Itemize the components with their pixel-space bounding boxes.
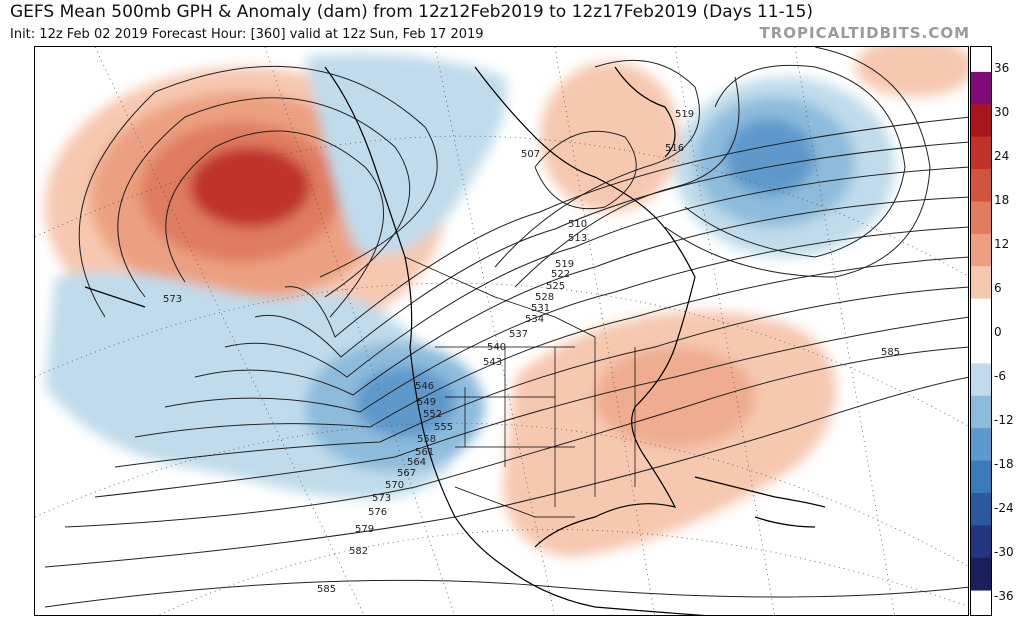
contour-label: 564 bbox=[407, 457, 426, 468]
contour-label: 531 bbox=[531, 303, 550, 314]
positive-anomaly-east-mid bbox=[595, 347, 755, 447]
contour-label: 561 bbox=[415, 447, 434, 458]
contour-label: 570 bbox=[385, 480, 404, 491]
contour-label: 573 bbox=[372, 493, 391, 504]
contour-label: 516 bbox=[665, 143, 684, 154]
colorbar-band bbox=[971, 201, 991, 235]
political-borders bbox=[404, 256, 636, 518]
colorbar-band bbox=[971, 104, 991, 138]
anomaly-colorbar bbox=[970, 46, 992, 616]
colorbar-tick-label: -36 bbox=[994, 589, 1014, 603]
contour-label: 576 bbox=[368, 507, 387, 518]
contour-label: 540 bbox=[487, 342, 506, 353]
negative-anomaly-atlantic-core bbox=[725, 119, 815, 195]
colorbar-band bbox=[971, 492, 991, 526]
header: GEFS Mean 500mb GPH & Anomaly (dam) from… bbox=[0, 0, 1024, 46]
coastlines bbox=[84, 66, 826, 615]
colorbar-tick-label: 24 bbox=[994, 149, 1010, 163]
colorbar-band bbox=[971, 71, 991, 105]
contour-label: 519 bbox=[555, 259, 574, 270]
colorbar-band bbox=[971, 460, 991, 494]
contour-label: 558 bbox=[417, 434, 436, 445]
colorbar-tick-label: 6 bbox=[994, 281, 1002, 295]
contour-label: 543 bbox=[483, 357, 502, 368]
colorbar-band bbox=[971, 136, 991, 170]
contour-label: 582 bbox=[349, 546, 368, 557]
contour-label: 567 bbox=[397, 468, 416, 479]
contour-label: 519 bbox=[675, 109, 694, 120]
contour-label: 546 bbox=[415, 381, 434, 392]
map-subtitle: Init: 12z Feb 02 2019 Forecast Hour: [36… bbox=[10, 27, 484, 42]
positive-anomaly-pacific-core bbox=[190, 147, 310, 227]
contour-label: 513 bbox=[568, 233, 587, 244]
contour-label: 585 bbox=[881, 347, 900, 358]
colorbar-tick-label: 30 bbox=[994, 105, 1010, 119]
colorbar-band bbox=[971, 395, 991, 429]
contour-label: 507 bbox=[521, 149, 540, 160]
anomaly-shading bbox=[45, 47, 968, 557]
colorbar-band bbox=[971, 169, 991, 202]
contour-label: 549 bbox=[417, 397, 436, 408]
colorbar-tick-label: -6 bbox=[994, 369, 1006, 383]
contour-labels: 507 510 513 516 519 519 522 525 528 531 … bbox=[163, 109, 900, 595]
colorbar-band bbox=[971, 363, 991, 397]
colorbar-tick-label: -30 bbox=[994, 545, 1014, 559]
colorbar-band bbox=[971, 557, 991, 591]
colorbar-band bbox=[971, 428, 991, 461]
colorbar-tick-label: 0 bbox=[994, 325, 1002, 339]
contour-label: 579 bbox=[355, 524, 374, 535]
colorbar-labels: 36 30 24 18 12 6 0 -6 -12 -18 -24 -30 -3… bbox=[994, 46, 1024, 616]
height-contours bbox=[44, 47, 968, 608]
contour-label: 528 bbox=[535, 292, 554, 303]
contour-label: 534 bbox=[525, 314, 544, 325]
positive-anomaly-northeast bbox=[855, 47, 968, 97]
colorbar-band bbox=[971, 525, 991, 559]
colorbar-tick-label: -24 bbox=[994, 501, 1014, 515]
contour-label: 585 bbox=[317, 584, 336, 595]
colorbar-tick-label: -12 bbox=[994, 413, 1014, 427]
negative-anomaly-canada bbox=[305, 53, 507, 255]
contour-label: 573 bbox=[163, 294, 182, 305]
contour-label: 537 bbox=[509, 329, 528, 340]
map-canvas: 507 510 513 516 519 519 522 525 528 531 … bbox=[35, 47, 968, 615]
colorbar-tick-label: 36 bbox=[994, 61, 1010, 75]
colorbar-band bbox=[971, 298, 991, 332]
contour-label: 510 bbox=[568, 219, 587, 230]
colorbar-band bbox=[971, 233, 991, 267]
forecast-map: 507 510 513 516 519 519 522 525 528 531 … bbox=[34, 46, 969, 616]
contour-label: 525 bbox=[546, 281, 565, 292]
colorbar-bands bbox=[971, 71, 991, 591]
colorbar-tick-label: 18 bbox=[994, 193, 1010, 207]
contour-label: 555 bbox=[434, 422, 453, 433]
positive-anomaly-greenland bbox=[540, 62, 680, 212]
map-title: GEFS Mean 500mb GPH & Anomaly (dam) from… bbox=[10, 2, 814, 22]
colorbar-tick-label: 12 bbox=[994, 237, 1010, 251]
colorbar-band bbox=[971, 331, 991, 364]
site-brand: TROPICALTIDBITS.COM bbox=[759, 24, 970, 42]
colorbar-band bbox=[971, 266, 991, 300]
contour-label: 552 bbox=[423, 409, 442, 420]
contour-label: 522 bbox=[551, 269, 570, 280]
colorbar-tick-label: -18 bbox=[994, 457, 1014, 471]
